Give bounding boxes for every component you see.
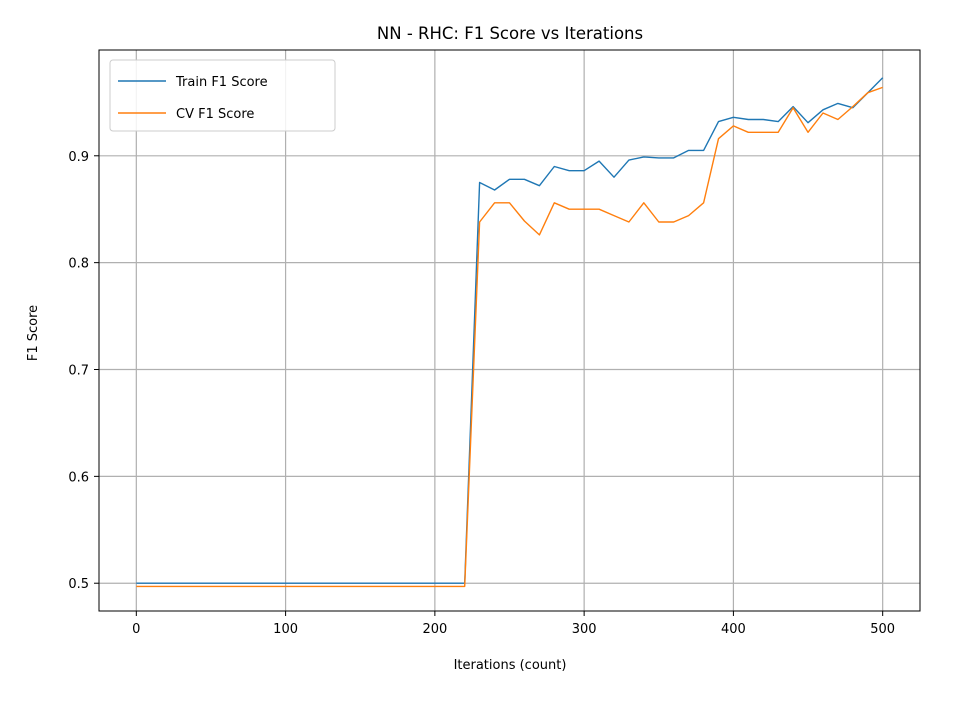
grid-lines [99,50,920,611]
y-tick-label: 0.9 [68,150,89,165]
plot-series [136,77,884,588]
x-tick-label: 500 [870,622,895,637]
y-tick-label: 0.7 [68,364,89,379]
legend: Train F1 Score CV F1 Score [109,59,336,132]
x-tick-label: 300 [572,622,597,637]
y-tick-label: 0.8 [68,257,89,272]
x-tick-label: 400 [721,622,746,637]
x-tick-label: 200 [422,622,447,637]
x-tick-label: 0 [132,622,140,637]
legend-label: Train F1 Score [175,75,268,90]
y-axis-label: F1 Score [26,305,41,361]
axis-ticks: 0 100 200 300 400 500 0.5 0.6 0.7 0.8 0.9 [68,150,895,637]
legend-label: CV F1 Score [176,107,254,122]
y-tick-label: 0.5 [68,577,89,592]
legend-box [109,59,336,132]
series-line-2 [136,86,883,588]
axes-frame [98,49,921,612]
x-axis-label: Iterations (count) [454,658,567,673]
x-tick-label: 100 [273,622,298,637]
y-tick-label: 0.6 [68,470,89,485]
chart-title: NN - RHC: F1 Score vs Iterations [377,24,643,43]
series-line-1 [136,77,884,584]
